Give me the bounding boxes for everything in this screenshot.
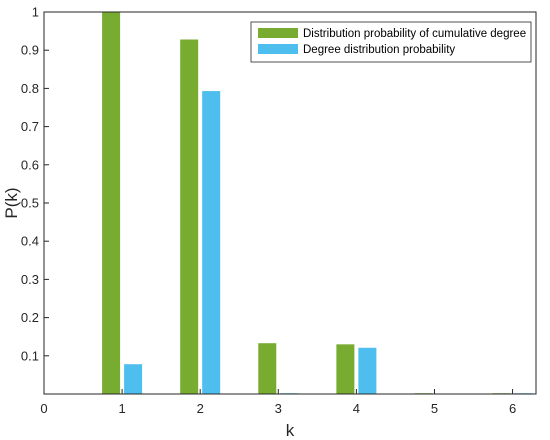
legend: Distribution probability of cumulative d… xyxy=(250,21,532,63)
y-tick-label-0.4: 0.4 xyxy=(21,234,39,249)
bar-s0-k1 xyxy=(102,12,121,394)
y-tick-label-0.7: 0.7 xyxy=(21,119,39,134)
y-tick-label-0.5: 0.5 xyxy=(21,196,39,211)
bar-s0-k2 xyxy=(180,39,199,395)
bar-s1-k1 xyxy=(124,364,143,394)
x-tick-label-0: 0 xyxy=(40,401,47,416)
y-tick-label-0.6: 0.6 xyxy=(21,157,39,172)
y-tick-label-0.1: 0.1 xyxy=(21,348,39,363)
y-tick-label-0.3: 0.3 xyxy=(21,272,39,287)
bar-s1-k2 xyxy=(202,91,221,394)
y-tick-label-0.9: 0.9 xyxy=(21,43,39,58)
x-tick-label-3: 3 xyxy=(275,401,282,416)
x-tick-label-1: 1 xyxy=(118,401,125,416)
y-axis-label: P(k) xyxy=(2,187,21,218)
bars-group xyxy=(102,12,533,395)
legend-swatch-cumulative xyxy=(258,28,298,38)
x-tick-label-2: 2 xyxy=(197,401,204,416)
bar-s0-k4 xyxy=(336,344,355,394)
y-tick-label-1: 1 xyxy=(32,5,39,20)
y-tick-label-0.8: 0.8 xyxy=(21,81,39,96)
bar-s1-k4 xyxy=(358,347,377,394)
x-tick-label-4: 4 xyxy=(353,401,360,416)
x-tick-label-6: 6 xyxy=(509,401,516,416)
legend-label-degree: Degree distribution probability xyxy=(303,44,455,56)
x-tick-label-5: 5 xyxy=(431,401,438,416)
ticks-group: 0 1 2 3 4 5 6 0.1 0.2 0.3 0.4 0.5 0.6 0.7 0.8 0.9 1 xyxy=(21,5,516,417)
x-axis-label: k xyxy=(286,421,295,440)
y-tick-label-0.2: 0.2 xyxy=(21,310,39,325)
legend-label-cumulative: Distribution probability of cumulative d… xyxy=(303,28,526,40)
legend-swatch-degree xyxy=(258,44,298,54)
bar-s0-k3 xyxy=(258,343,277,394)
